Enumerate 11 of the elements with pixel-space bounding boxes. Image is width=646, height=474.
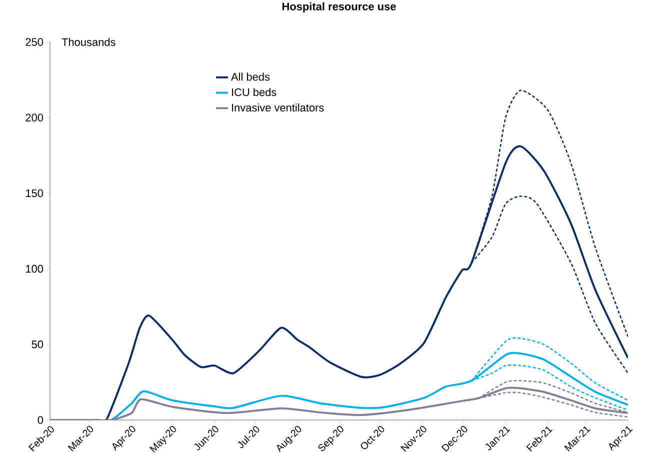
y-axis-title: Thousands <box>62 38 116 46</box>
legend-label: Invasive ventilators <box>232 103 324 112</box>
y-tick-label: 250 <box>26 38 44 46</box>
y-tick-label: 50 <box>32 340 44 348</box>
y-tick-label: 100 <box>26 264 44 273</box>
chart-title: Hospital resource use <box>282 2 396 12</box>
y-tick-label: 0 <box>38 416 44 424</box>
y-tick-label: 200 <box>26 114 44 122</box>
y-tick-label: 150 <box>26 189 44 198</box>
legend-label: ICU beds <box>232 88 276 96</box>
legend-label: All beds <box>231 72 270 81</box>
